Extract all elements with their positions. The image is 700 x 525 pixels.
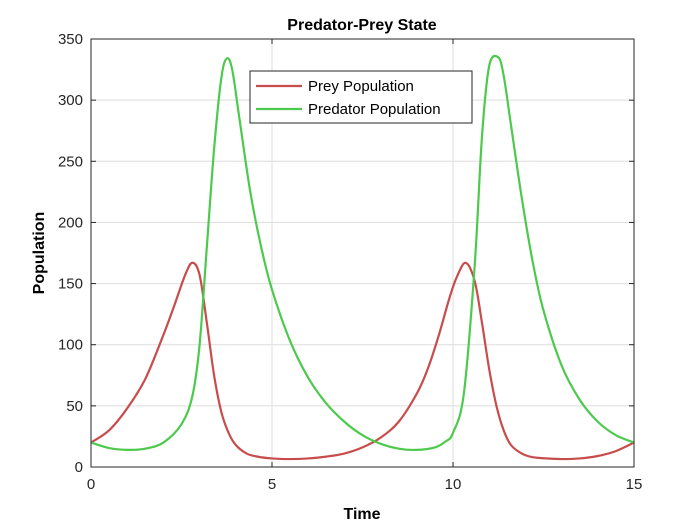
y-tick-label: 250 bbox=[58, 153, 83, 170]
y-tick-label: 200 bbox=[58, 214, 83, 231]
plot-frame bbox=[90, 38, 635, 468]
x-axis-label: Time bbox=[343, 506, 380, 523]
series-line-prey-population bbox=[90, 261, 635, 461]
legend-box bbox=[249, 70, 473, 124]
x-tick-label: 0 bbox=[87, 476, 95, 493]
x-tick-label: 10 bbox=[445, 476, 462, 493]
series-line-predator-population bbox=[90, 54, 635, 452]
series-layer bbox=[90, 54, 635, 461]
chart-title: Predator-Prey State bbox=[287, 17, 436, 34]
y-tick-label: 0 bbox=[75, 459, 83, 476]
y-axis-label: Population bbox=[31, 212, 48, 295]
y-tick-label: 100 bbox=[58, 337, 83, 354]
y-tick-label: 150 bbox=[58, 276, 83, 293]
y-tick-label: 300 bbox=[58, 92, 83, 109]
x-tick-label: 5 bbox=[268, 476, 276, 493]
x-tick-label: 15 bbox=[626, 476, 643, 493]
y-tick-label: 50 bbox=[66, 398, 83, 415]
legend: Prey Population Predator Population bbox=[249, 70, 473, 124]
legend-label-predator: Predator Population bbox=[308, 101, 441, 118]
legend-label-prey: Prey Population bbox=[308, 78, 414, 95]
y-tick-label: 350 bbox=[58, 31, 83, 48]
